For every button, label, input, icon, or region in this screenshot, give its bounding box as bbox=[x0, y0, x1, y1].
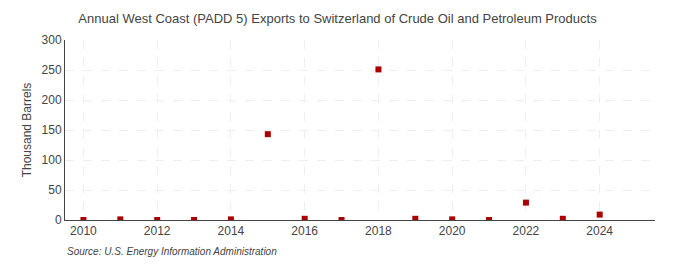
svg-text:2016: 2016 bbox=[291, 224, 318, 238]
svg-text:2020: 2020 bbox=[439, 224, 466, 238]
svg-text:200: 200 bbox=[42, 93, 62, 107]
svg-text:Thousand Barrels: Thousand Barrels bbox=[20, 83, 34, 178]
svg-text:2022: 2022 bbox=[513, 224, 540, 238]
svg-text:2014: 2014 bbox=[218, 224, 245, 238]
svg-text:100: 100 bbox=[42, 153, 62, 167]
svg-text:2010: 2010 bbox=[70, 224, 97, 238]
svg-text:2018: 2018 bbox=[365, 224, 392, 238]
svg-text:250: 250 bbox=[42, 63, 62, 77]
svg-text:0: 0 bbox=[55, 213, 62, 227]
svg-text:Annual West Coast (PADD 5) Exp: Annual West Coast (PADD 5) Exports to Sw… bbox=[78, 11, 597, 26]
svg-text:300: 300 bbox=[42, 33, 62, 47]
svg-text:150: 150 bbox=[42, 123, 62, 137]
svg-text:2024: 2024 bbox=[586, 224, 613, 238]
svg-text:50: 50 bbox=[48, 183, 62, 197]
svg-text:2012: 2012 bbox=[144, 224, 171, 238]
svg-text:Source: U.S. Energy Informatio: Source: U.S. Energy Information Administ… bbox=[67, 246, 277, 257]
